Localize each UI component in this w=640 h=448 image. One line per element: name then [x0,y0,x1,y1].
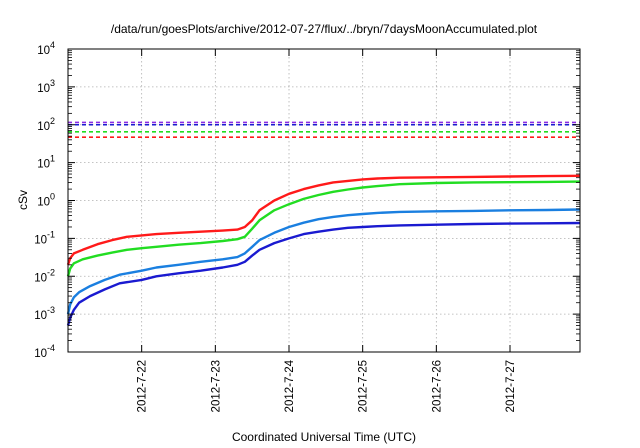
y-tick-label: 10-2 [34,267,55,284]
grid-lines [68,49,580,352]
x-tick-label: 2012-7-22 [137,360,149,412]
data-series [66,174,581,326]
y-tick-label: 103 [37,78,55,95]
chart-title: /data/run/goesPlots/archive/2012-07-27/f… [111,22,538,36]
x-axis: 2012-7-22 2012-7-23 2012-7-24 2012-7-25 2012… [137,49,517,412]
threshold-lines [68,121,580,138]
y-tick-label: 101 [37,154,55,171]
y-tick-label: 100 [37,192,55,209]
x-tick-label: 2012-7-25 [358,360,370,412]
y-tick-label: 10-1 [34,229,55,246]
x-tick-label: 2012-7-24 [284,359,296,412]
x-tick-label: 2012-7-27 [505,360,517,412]
series-line [66,208,581,315]
x-tick-label: 2012-7-26 [431,360,443,412]
y-tick-label: 102 [37,116,55,133]
y-tick-label: 10-3 [34,305,55,322]
y-axis-label: cSv [16,190,30,210]
series-line [66,180,581,277]
series-line [66,221,581,326]
y-axis: 10-4 10-3 10-2 10-1 100 101 102 103 104 [34,40,580,360]
x-tick-label: 2012-7-23 [210,360,222,412]
series-line [66,174,581,266]
y-tick-label: 10-4 [34,343,55,360]
x-axis-label: Coordinated Universal Time (UTC) [232,430,416,444]
y-tick-label: 104 [37,40,55,57]
